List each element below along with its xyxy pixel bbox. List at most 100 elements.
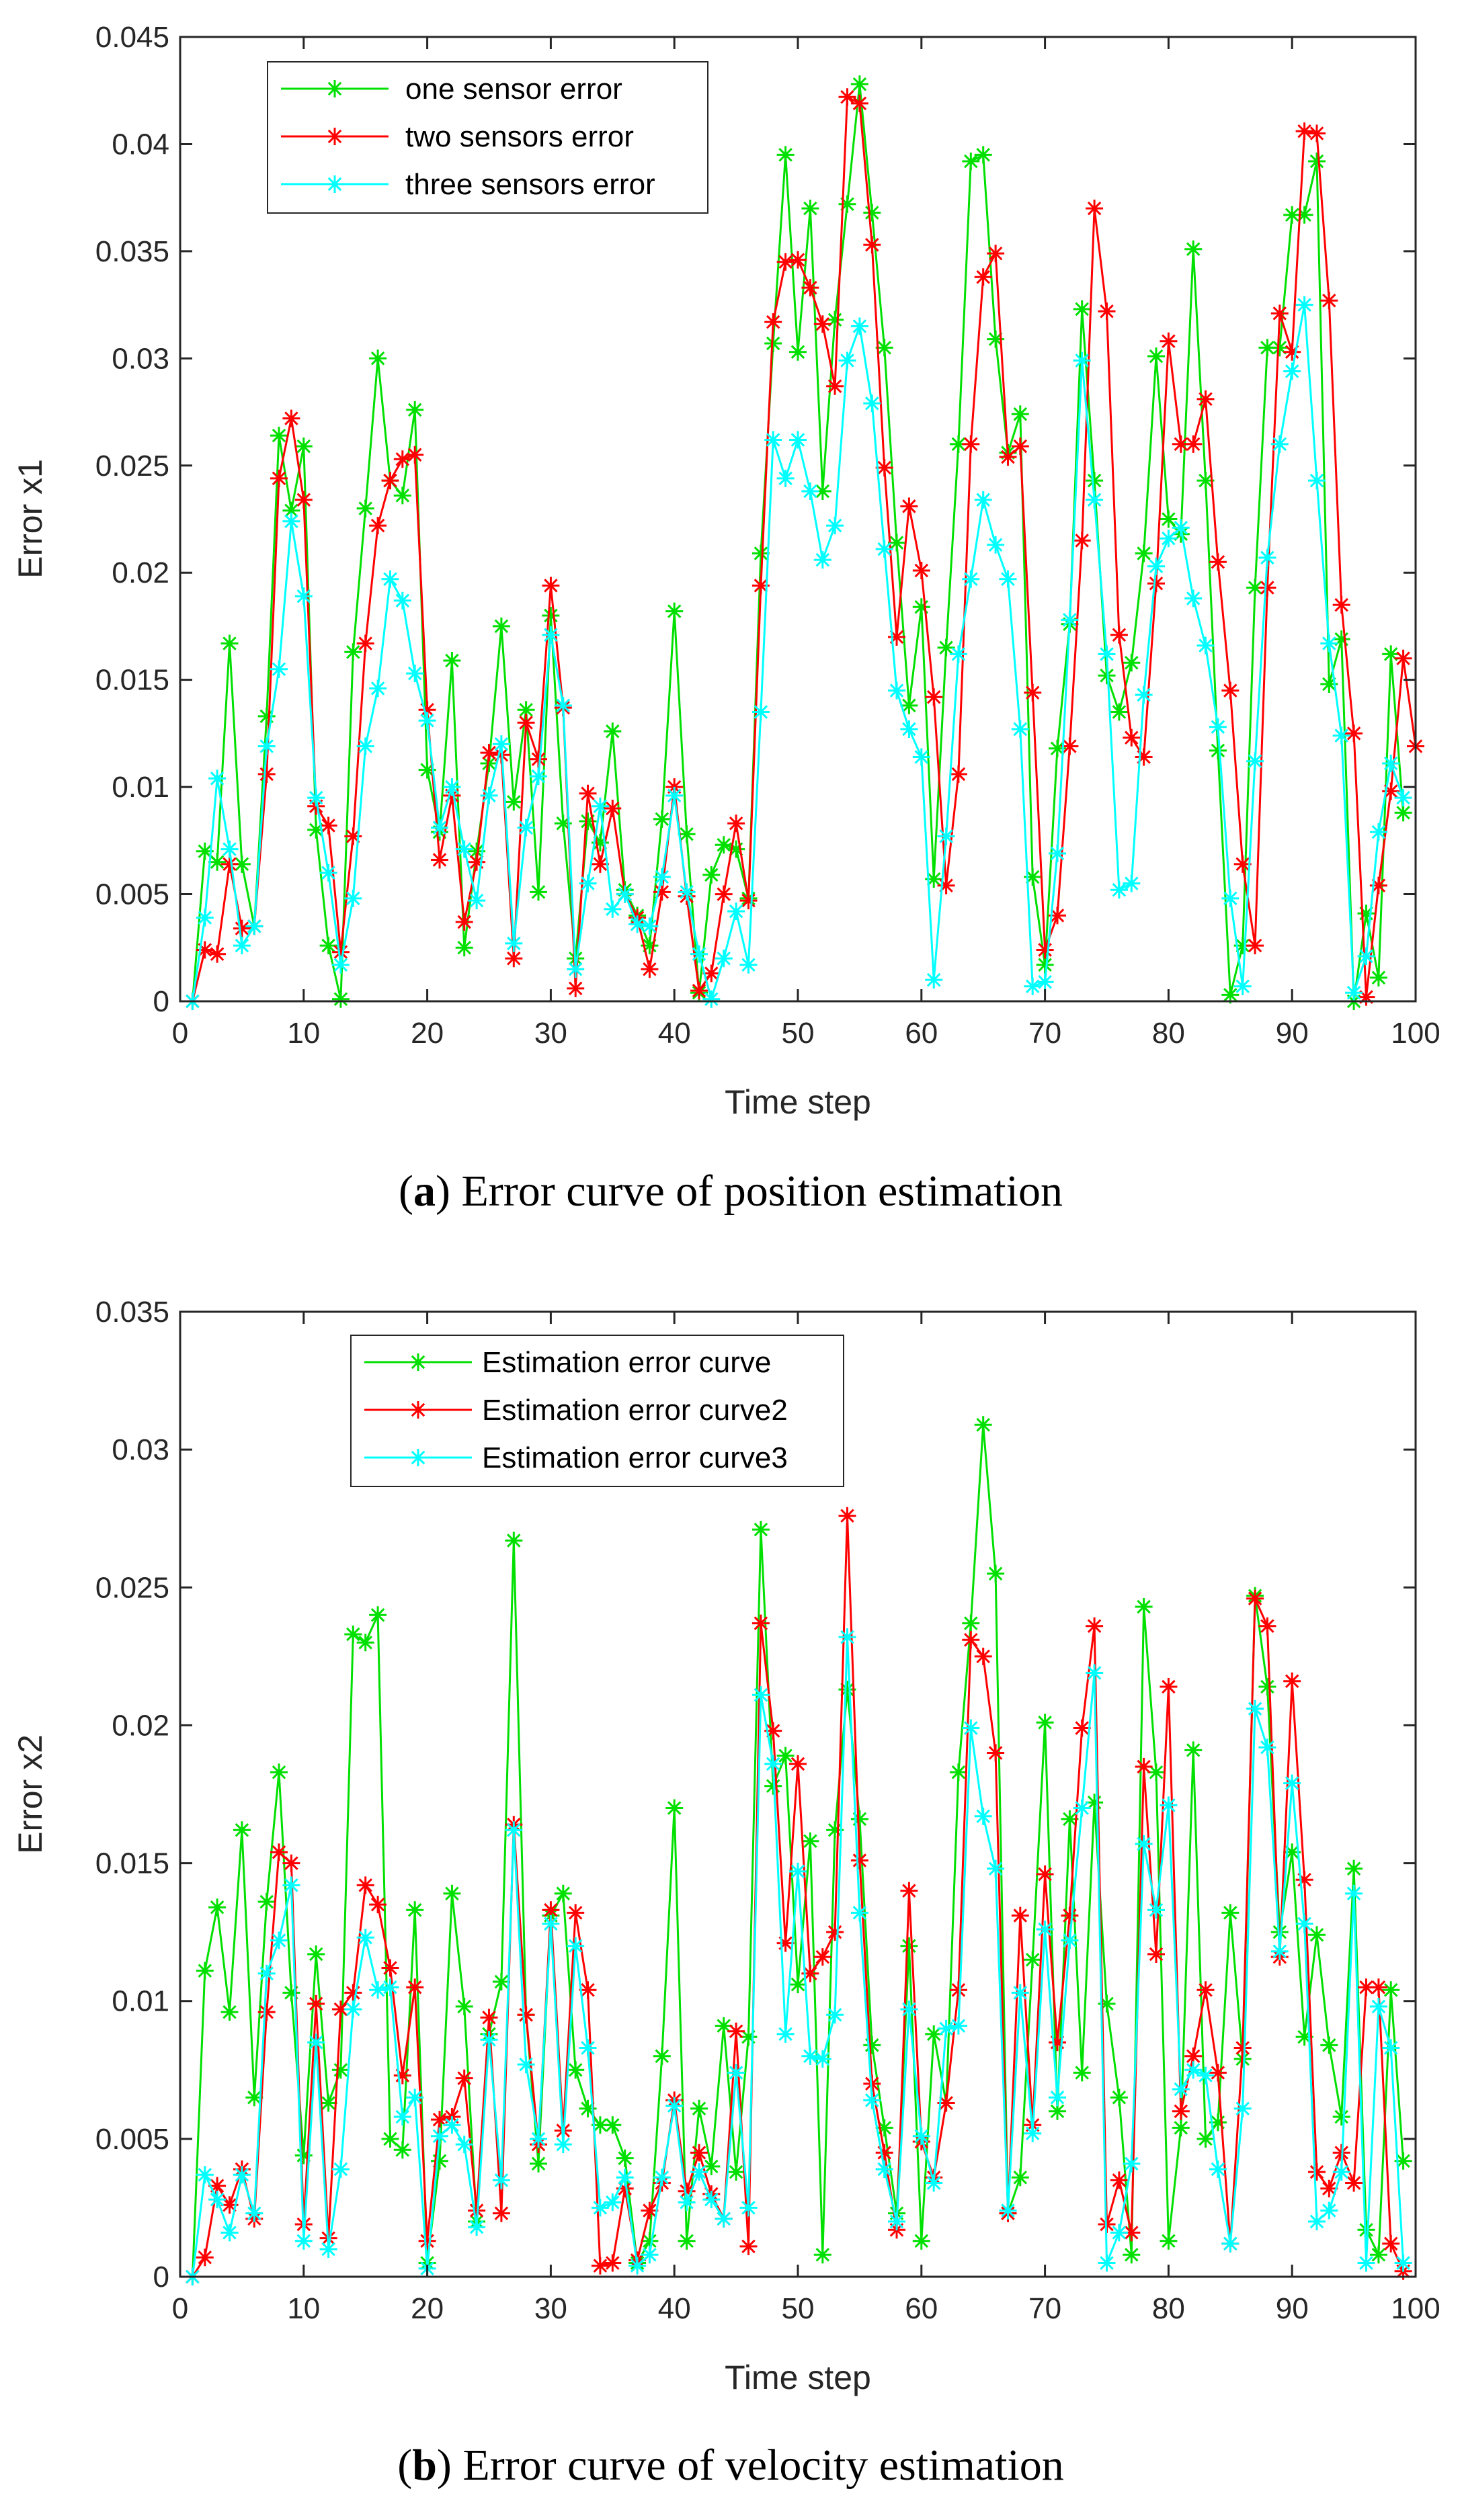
data-point-b-1-22 bbox=[443, 1884, 461, 1902]
x-tick-b-70: 70 bbox=[1028, 1312, 1061, 2325]
data-point-b-3-86 bbox=[1233, 2099, 1252, 2117]
data-point-b-2-74 bbox=[1086, 1617, 1104, 1635]
data-point-a-3-51 bbox=[801, 482, 819, 500]
data-point-a-1-77 bbox=[1123, 654, 1141, 672]
data-point-a-2-46 bbox=[739, 892, 758, 910]
data-point-a-2-25 bbox=[480, 744, 498, 762]
data-point-b-1-98 bbox=[1382, 1981, 1400, 1999]
data-point-b-3-78 bbox=[1135, 1835, 1153, 1853]
data-point-a-2-53 bbox=[826, 377, 844, 395]
y-tick-label: 0 bbox=[153, 985, 169, 1018]
data-point-a-1-31 bbox=[554, 814, 572, 833]
data-point-b-2-26 bbox=[492, 2204, 510, 2222]
data-point-b-1-59 bbox=[900, 1937, 918, 1955]
data-point-b-3-82 bbox=[1184, 2061, 1203, 2079]
data-point-b-1-2 bbox=[196, 1962, 214, 1980]
data-point-a-3-49 bbox=[776, 469, 795, 487]
x-tick-a-90: 90 bbox=[1276, 37, 1309, 1050]
x-tick-label: 100 bbox=[1391, 2292, 1440, 2325]
y-tick-b-3: 0.015 bbox=[95, 1847, 1416, 1880]
data-point-a-3-80 bbox=[1160, 530, 1178, 548]
data-point-a-3-85 bbox=[1221, 889, 1240, 907]
data-point-a-1-20 bbox=[418, 761, 436, 779]
y-tick-label: 0.03 bbox=[112, 342, 169, 375]
data-point-b-3-47 bbox=[752, 1686, 770, 1704]
data-point-a-3-3 bbox=[208, 769, 227, 788]
x-tick-b-50: 50 bbox=[782, 1312, 814, 2325]
panel-b: 0 10 20 30 40 50 60 70 80 90 100 0 0.005 0.01 0.015 0.… bbox=[11, 1296, 1440, 2490]
data-point-b-3-53 bbox=[826, 2006, 844, 2024]
data-point-a-2-92 bbox=[1308, 124, 1326, 142]
data-point-b-1-21 bbox=[431, 2152, 448, 2170]
x-tick-label: 0 bbox=[172, 1017, 188, 1050]
x-tick-label: 60 bbox=[905, 2292, 938, 2325]
data-point-a-3-79 bbox=[1147, 557, 1165, 575]
data-point-b-1-42 bbox=[690, 2099, 708, 2117]
data-point-a-2-80 bbox=[1160, 332, 1178, 350]
y-tick-label: 0.015 bbox=[95, 1847, 169, 1880]
data-point-b-3-97 bbox=[1369, 1997, 1387, 2015]
data-point-a-3-56 bbox=[863, 394, 881, 413]
data-point-a-2-85 bbox=[1221, 681, 1240, 700]
data-point-a-1-78 bbox=[1135, 544, 1153, 562]
data-point-b-3-9 bbox=[282, 1876, 300, 1894]
data-point-b-2-78 bbox=[1135, 1758, 1153, 1775]
data-point-b-1-4 bbox=[220, 2003, 239, 2021]
data-point-b-2-80 bbox=[1160, 1678, 1178, 1695]
data-point-a-1-30 bbox=[542, 607, 560, 624]
data-point-a-3-26 bbox=[492, 735, 510, 753]
data-point-a-1-74 bbox=[1086, 472, 1104, 490]
data-point-a-1-14 bbox=[344, 643, 362, 661]
y-tick-label: 0 bbox=[153, 2261, 169, 2294]
x-tick-label: 90 bbox=[1276, 2292, 1309, 2325]
data-point-a-2-75 bbox=[1098, 302, 1116, 321]
data-point-a-1-93 bbox=[1320, 675, 1338, 693]
data-point-a-2-76 bbox=[1110, 626, 1128, 644]
y-tick-a-8: 0.04 bbox=[112, 128, 1416, 161]
data-point-b-1-69 bbox=[1024, 1951, 1042, 1969]
data-point-a-2-99 bbox=[1394, 649, 1412, 667]
data-point-a-2-7 bbox=[257, 765, 276, 783]
data-point-b-3-63 bbox=[949, 2017, 967, 2035]
data-point-b-3-28 bbox=[517, 2056, 535, 2074]
data-point-a-2-42 bbox=[690, 982, 708, 1000]
data-point-b-2-72 bbox=[1061, 1906, 1079, 1925]
data-point-b-2-83 bbox=[1196, 1981, 1215, 1999]
data-point-b-3-26 bbox=[492, 2171, 510, 2189]
x-tick-label: 50 bbox=[782, 1017, 815, 1050]
data-point-b-2-56 bbox=[863, 2074, 881, 2093]
x-tick-b-60: 60 bbox=[905, 1312, 938, 2325]
data-point-a-3-68 bbox=[1011, 720, 1029, 738]
data-point-b-3-46 bbox=[739, 2199, 758, 2217]
data-point-a-3-6 bbox=[245, 917, 263, 935]
data-point-b-2-91 bbox=[1295, 1871, 1313, 1889]
data-point-a-3-87 bbox=[1246, 752, 1264, 770]
data-point-b-3-42 bbox=[690, 2163, 708, 2181]
data-point-b-2-82 bbox=[1184, 2047, 1203, 2065]
data-point-b-1-77 bbox=[1123, 2246, 1141, 2264]
data-point-b-3-18 bbox=[393, 2108, 411, 2126]
x-tick-a-10: 10 bbox=[287, 37, 320, 1050]
data-point-a-1-15 bbox=[356, 499, 374, 517]
data-point-b-3-85 bbox=[1221, 2234, 1240, 2253]
data-point-a-3-83 bbox=[1196, 636, 1215, 655]
data-point-b-3-36 bbox=[616, 2169, 634, 2187]
data-point-b-2-3 bbox=[208, 2177, 227, 2195]
data-point-b-3-99 bbox=[1394, 2254, 1412, 2272]
data-point-a-3-66 bbox=[987, 536, 1005, 554]
data-point-a-1-50 bbox=[789, 343, 807, 361]
data-point-a-3-92 bbox=[1308, 472, 1326, 490]
data-point-b-3-77 bbox=[1123, 2154, 1141, 2173]
data-point-a-2-58 bbox=[888, 628, 905, 646]
data-point-b-3-23 bbox=[455, 2136, 473, 2154]
data-point-b-3-74 bbox=[1086, 1664, 1104, 1682]
legend-entry-a-2: two sensors error bbox=[281, 120, 634, 153]
x-tick-label: 60 bbox=[905, 1017, 938, 1050]
data-point-b-2-32 bbox=[567, 1904, 585, 1922]
data-point-b-3-68 bbox=[1011, 1984, 1029, 2002]
data-point-b-2-59 bbox=[900, 1882, 918, 1900]
data-point-a-2-27 bbox=[505, 950, 523, 968]
data-point-b-2-64 bbox=[962, 1631, 980, 1649]
x-tick-label: 30 bbox=[534, 1017, 567, 1050]
data-point-a-2-73 bbox=[1073, 532, 1091, 550]
